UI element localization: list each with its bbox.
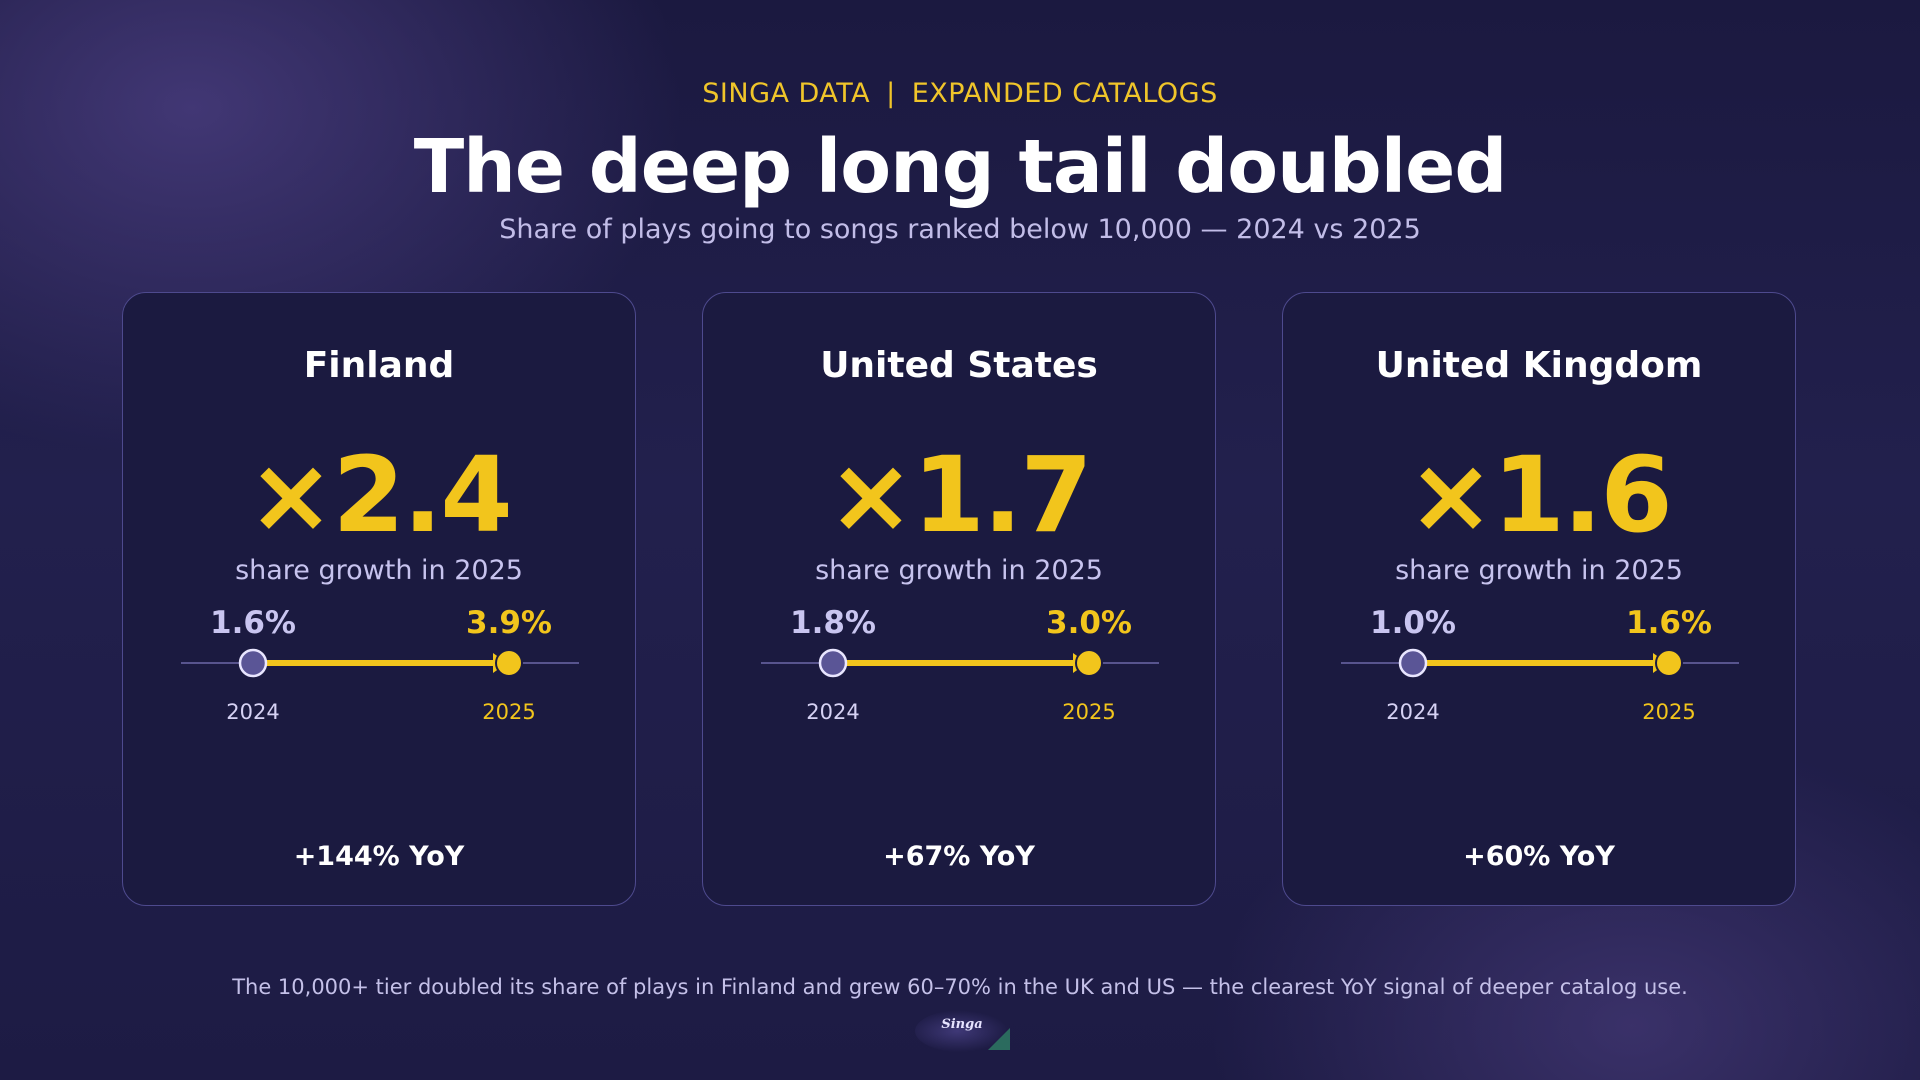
country-card-united-kingdom: United Kingdom ×1.6 share growth in 2025… <box>1282 292 1796 906</box>
card-title: Finland <box>303 345 455 386</box>
point-2025 <box>1655 649 1683 677</box>
page-title: The deep long tail doubled <box>413 124 1508 210</box>
country-card-finland: Finland ×2.4 share growth in 2025 1.6% 3.… <box>122 292 636 906</box>
value-label-2024: 1.0% <box>1370 605 1456 641</box>
slope-chart: 1.6% 3.9% 2024 2025 <box>181 605 579 724</box>
eyebrow-separator: | <box>886 78 896 109</box>
year-label-2024: 2024 <box>1386 700 1439 724</box>
footnote: The 10,000+ tier doubled its share of pl… <box>232 975 1688 999</box>
slope-chart: 1.0% 1.6% 2024 2025 <box>1341 605 1739 724</box>
point-2024 <box>238 648 268 678</box>
point-2024 <box>818 648 848 678</box>
yoy-change: +144% YoY <box>293 841 465 872</box>
yoy-change: +67% YoY <box>883 841 1035 872</box>
value-label-2025: 3.0% <box>1046 605 1132 641</box>
growth-caption: share growth in 2025 <box>235 555 523 586</box>
growth-multiplier: ×1.7 <box>827 434 1092 556</box>
year-label-2025: 2025 <box>482 700 535 724</box>
card-title: United Kingdom <box>1375 345 1703 386</box>
value-label-2025: 3.9% <box>466 605 552 641</box>
value-label-2024: 1.6% <box>210 605 296 641</box>
header: SINGA DATA | EXPANDED CATALOGS The deep lo… <box>0 76 1920 248</box>
point-2024 <box>1398 648 1428 678</box>
singa-logo: Singa <box>915 1010 1010 1052</box>
growth-multiplier: ×1.6 <box>1407 434 1672 556</box>
yoy-change: +60% YoY <box>1463 841 1615 872</box>
growth-multiplier: ×2.4 <box>247 434 512 556</box>
year-label-2024: 2024 <box>226 700 279 724</box>
year-label-2025: 2025 <box>1642 700 1695 724</box>
country-card-united-states: United States ×1.7 share growth in 2025 … <box>702 292 1216 906</box>
logo-wordmark: Singa <box>941 1017 983 1032</box>
year-label-2024: 2024 <box>806 700 859 724</box>
section-label: EXPANDED CATALOGS <box>911 78 1218 109</box>
logo-corner-mark <box>988 1028 1010 1050</box>
brand-label: SINGA DATA <box>702 78 871 109</box>
year-label-2025: 2025 <box>1062 700 1115 724</box>
card-title: United States <box>820 345 1098 386</box>
growth-caption: share growth in 2025 <box>815 555 1103 586</box>
point-2025 <box>1075 649 1103 677</box>
growth-caption: share growth in 2025 <box>1395 555 1683 586</box>
point-2025 <box>495 649 523 677</box>
value-label-2025: 1.6% <box>1626 605 1712 641</box>
slope-chart: 1.8% 3.0% 2024 2025 <box>761 605 1159 724</box>
value-label-2024: 1.8% <box>790 605 876 641</box>
page-subtitle: Share of plays going to songs ranked bel… <box>499 214 1421 245</box>
eyebrow: SINGA DATA | EXPANDED CATALOGS <box>0 76 1920 112</box>
